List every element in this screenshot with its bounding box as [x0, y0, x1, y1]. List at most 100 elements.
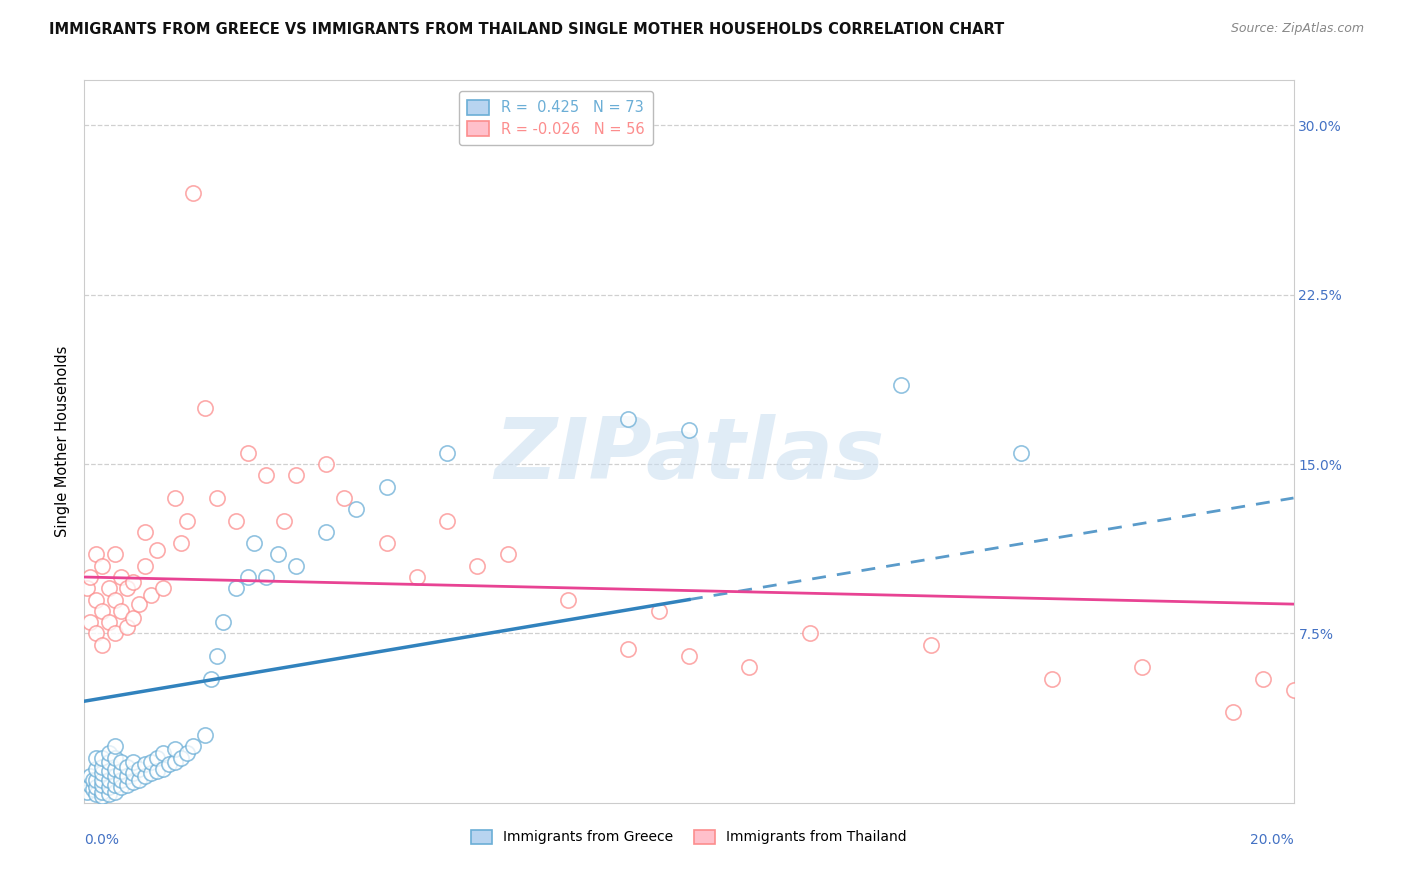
Point — [617, 642, 640, 657]
Point — [104, 592, 127, 607]
Point — [157, 757, 180, 772]
Point — [236, 446, 259, 460]
Point — [86, 548, 108, 562]
Point — [91, 604, 114, 618]
Point — [315, 457, 337, 471]
Point — [152, 762, 174, 776]
Point — [97, 582, 120, 596]
Point — [86, 762, 108, 776]
Point — [121, 766, 143, 780]
Point — [91, 789, 114, 803]
Point — [267, 548, 290, 562]
Point — [236, 570, 259, 584]
Point — [115, 769, 138, 783]
Point — [76, 582, 98, 596]
Point — [86, 626, 108, 640]
Point — [225, 582, 247, 596]
Point — [91, 766, 114, 780]
Point — [920, 638, 942, 652]
Point — [76, 784, 98, 798]
Point — [91, 558, 114, 573]
Point — [1130, 660, 1153, 674]
Point — [91, 760, 114, 774]
Point — [97, 746, 120, 760]
Point — [86, 773, 108, 788]
Point — [104, 739, 127, 754]
Point — [146, 764, 169, 779]
Point — [375, 480, 398, 494]
Point — [97, 787, 120, 801]
Point — [152, 582, 174, 596]
Point — [181, 739, 204, 754]
Point — [436, 514, 458, 528]
Point — [104, 626, 127, 640]
Point — [110, 773, 132, 788]
Point — [678, 648, 700, 663]
Point — [104, 784, 127, 798]
Point — [97, 780, 120, 794]
Point — [104, 769, 127, 783]
Text: ZIPatlas: ZIPatlas — [494, 415, 884, 498]
Point — [1222, 706, 1244, 720]
Point — [110, 780, 132, 794]
Point — [152, 746, 174, 760]
Point — [115, 778, 138, 792]
Point — [285, 558, 308, 573]
Point — [97, 755, 120, 769]
Point — [97, 773, 120, 788]
Point — [617, 412, 640, 426]
Point — [181, 186, 204, 201]
Point — [86, 750, 108, 764]
Point — [165, 741, 187, 756]
Point — [212, 615, 235, 630]
Point — [254, 468, 277, 483]
Point — [121, 610, 143, 624]
Point — [333, 491, 356, 505]
Point — [128, 597, 150, 611]
Point — [273, 514, 295, 528]
Point — [139, 766, 162, 780]
Point — [79, 778, 101, 792]
Point — [1040, 672, 1063, 686]
Point — [104, 778, 127, 792]
Point — [194, 728, 217, 742]
Point — [139, 588, 162, 602]
Point — [648, 604, 671, 618]
Point — [86, 780, 108, 794]
Point — [104, 548, 127, 562]
Y-axis label: Single Mother Households: Single Mother Households — [55, 346, 70, 537]
Point — [110, 604, 132, 618]
Point — [799, 626, 821, 640]
Point — [467, 558, 489, 573]
Legend: Immigrants from Greece, Immigrants from Thailand: Immigrants from Greece, Immigrants from … — [465, 824, 912, 850]
Point — [165, 755, 187, 769]
Point — [242, 536, 264, 550]
Point — [315, 524, 337, 539]
Point — [678, 423, 700, 437]
Point — [285, 468, 308, 483]
Point — [104, 762, 127, 776]
Point — [738, 660, 761, 674]
Text: Source: ZipAtlas.com: Source: ZipAtlas.com — [1230, 22, 1364, 36]
Text: IMMIGRANTS FROM GREECE VS IMMIGRANTS FROM THAILAND SINGLE MOTHER HOUSEHOLDS CORR: IMMIGRANTS FROM GREECE VS IMMIGRANTS FRO… — [49, 22, 1004, 37]
Point — [86, 787, 108, 801]
Point — [176, 746, 198, 760]
Point — [82, 773, 104, 788]
Text: 0.0%: 0.0% — [84, 833, 120, 847]
Point — [79, 570, 101, 584]
Point — [170, 750, 193, 764]
Point — [97, 764, 120, 779]
Point — [170, 536, 193, 550]
Point — [200, 672, 222, 686]
Point — [436, 446, 458, 460]
Point — [207, 648, 229, 663]
Point — [91, 773, 114, 788]
Point — [115, 582, 138, 596]
Point — [146, 750, 169, 764]
Point — [207, 491, 229, 505]
Point — [115, 760, 138, 774]
Point — [557, 592, 579, 607]
Point — [1011, 446, 1033, 460]
Point — [91, 638, 114, 652]
Point — [1253, 672, 1275, 686]
